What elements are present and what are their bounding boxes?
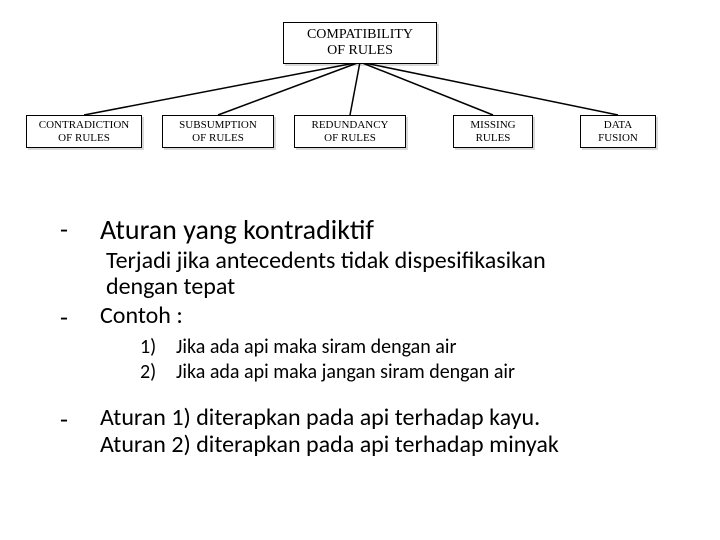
bullet-row-2: - Aturan 1) diterapkan pada api terhadap… bbox=[60, 405, 680, 458]
bullet-row-1: - Aturan yang kontradiktif bbox=[60, 215, 680, 246]
child-line1: MISSING bbox=[470, 119, 515, 131]
item1-heading: Aturan yang kontradiktif bbox=[100, 215, 680, 246]
child-line1: DATA bbox=[604, 119, 632, 131]
example-1: 1) Jika ada api maka siram dengan air bbox=[140, 335, 680, 360]
item2-line1: Aturan 1) diterapkan pada api terhadap k… bbox=[100, 405, 680, 431]
child-line2: OF RULES bbox=[58, 132, 110, 144]
tree-child-missing: MISSING RULES bbox=[453, 115, 533, 148]
root-line1: COMPATIBILITY bbox=[307, 27, 413, 42]
child-line2: FUSION bbox=[598, 132, 638, 144]
root-line2: OF RULES bbox=[327, 43, 393, 58]
child-line2: RULES bbox=[476, 132, 511, 144]
ex2-num: 2) bbox=[140, 360, 176, 385]
examples-block: 1) Jika ada api maka siram dengan air 2)… bbox=[60, 333, 680, 385]
bullet-dash: - bbox=[60, 303, 100, 332]
item1-sub-line2: dengan tepat bbox=[100, 274, 680, 300]
tree-child-redundancy: REDUNDANCY OF RULES bbox=[294, 115, 406, 148]
example-2: 2) Jika ada api maka jangan siram dengan… bbox=[140, 360, 680, 385]
child-line1: CONTRADICTION bbox=[39, 119, 129, 131]
ex1-num: 1) bbox=[140, 335, 176, 360]
item2-line2: Aturan 2) diterapkan pada api terhadap m… bbox=[100, 432, 680, 458]
child-line2: OF RULES bbox=[192, 132, 244, 144]
sub-row-1: Terjadi jika antecedents tidak dispesifi… bbox=[60, 248, 680, 301]
child-line1: SUBSUMPTION bbox=[179, 119, 257, 131]
bullet-row-contoh: - Contoh : bbox=[60, 303, 680, 332]
ex1-text: Jika ada api maka siram dengan air bbox=[176, 335, 456, 360]
bullet-dash: - bbox=[60, 405, 100, 434]
contoh-label: Contoh : bbox=[100, 303, 680, 329]
tree-child-data-fusion: DATA FUSION bbox=[580, 115, 656, 148]
tree-root-node: COMPATIBILITY OF RULES bbox=[283, 22, 437, 64]
content-area: - Aturan yang kontradiktif Terjadi jika … bbox=[60, 215, 680, 460]
item1-sub-line1: Terjadi jika antecedents tidak dispesifi… bbox=[100, 248, 680, 274]
bullet-dash: - bbox=[60, 215, 100, 244]
diagram-area: COMPATIBILITY OF RULES CONTRADICTION OF … bbox=[0, 0, 720, 190]
child-line1: REDUNDANCY bbox=[312, 119, 389, 131]
tree-child-subsumption: SUBSUMPTION OF RULES bbox=[162, 115, 274, 148]
child-line2: OF RULES bbox=[324, 132, 376, 144]
ex2-text: Jika ada api maka jangan siram dengan ai… bbox=[176, 360, 515, 385]
tree-child-contradiction: CONTRADICTION OF RULES bbox=[26, 115, 142, 148]
